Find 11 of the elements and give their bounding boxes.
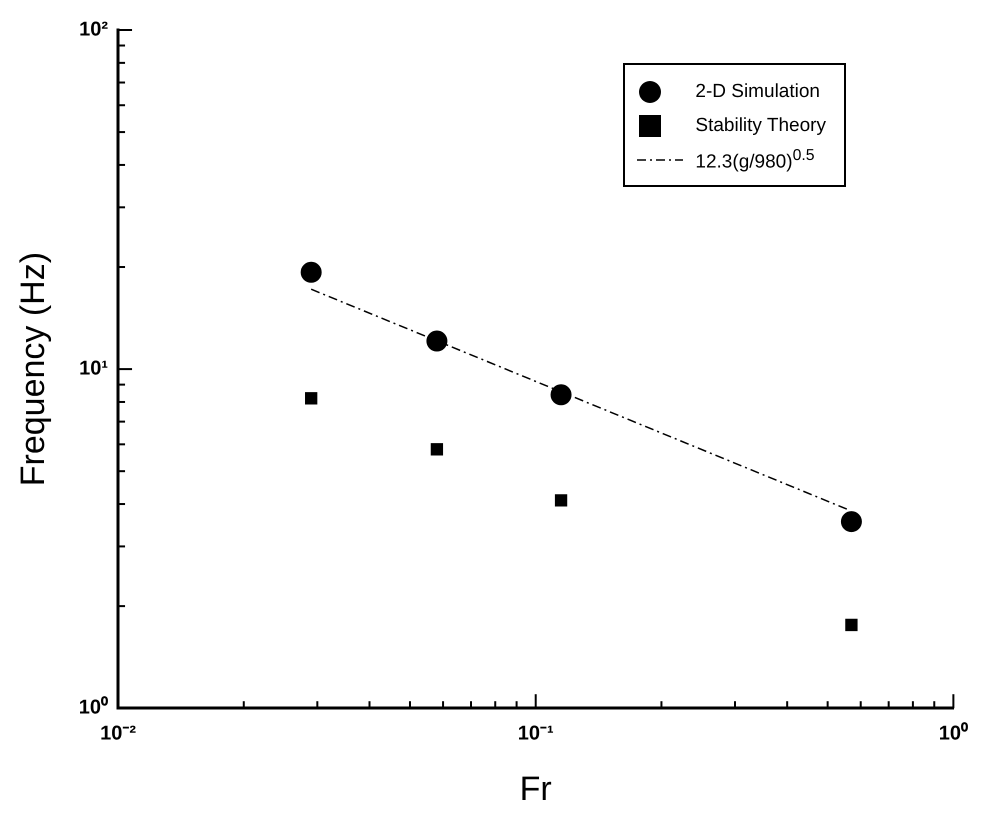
legend-label: 12.3(g/980)$^{0.5}$ bbox=[695, 146, 815, 174]
x-tick-label: 10⁻¹ bbox=[518, 722, 554, 745]
x-tick-label: 10⁻² bbox=[100, 722, 136, 745]
y-tick-label: 10⁰ bbox=[78, 696, 108, 719]
x-tick-label: 10⁰ bbox=[938, 722, 968, 745]
x-axis-title: Fr bbox=[520, 770, 552, 808]
y-tick-label: 10² bbox=[79, 18, 108, 41]
legend-label: Stability Theory bbox=[695, 115, 826, 137]
y-tick-label: 10¹ bbox=[79, 358, 108, 380]
legend-label: 2-D Simulation bbox=[695, 81, 820, 103]
y-axis-title: Frequency (Hz) bbox=[14, 252, 52, 486]
